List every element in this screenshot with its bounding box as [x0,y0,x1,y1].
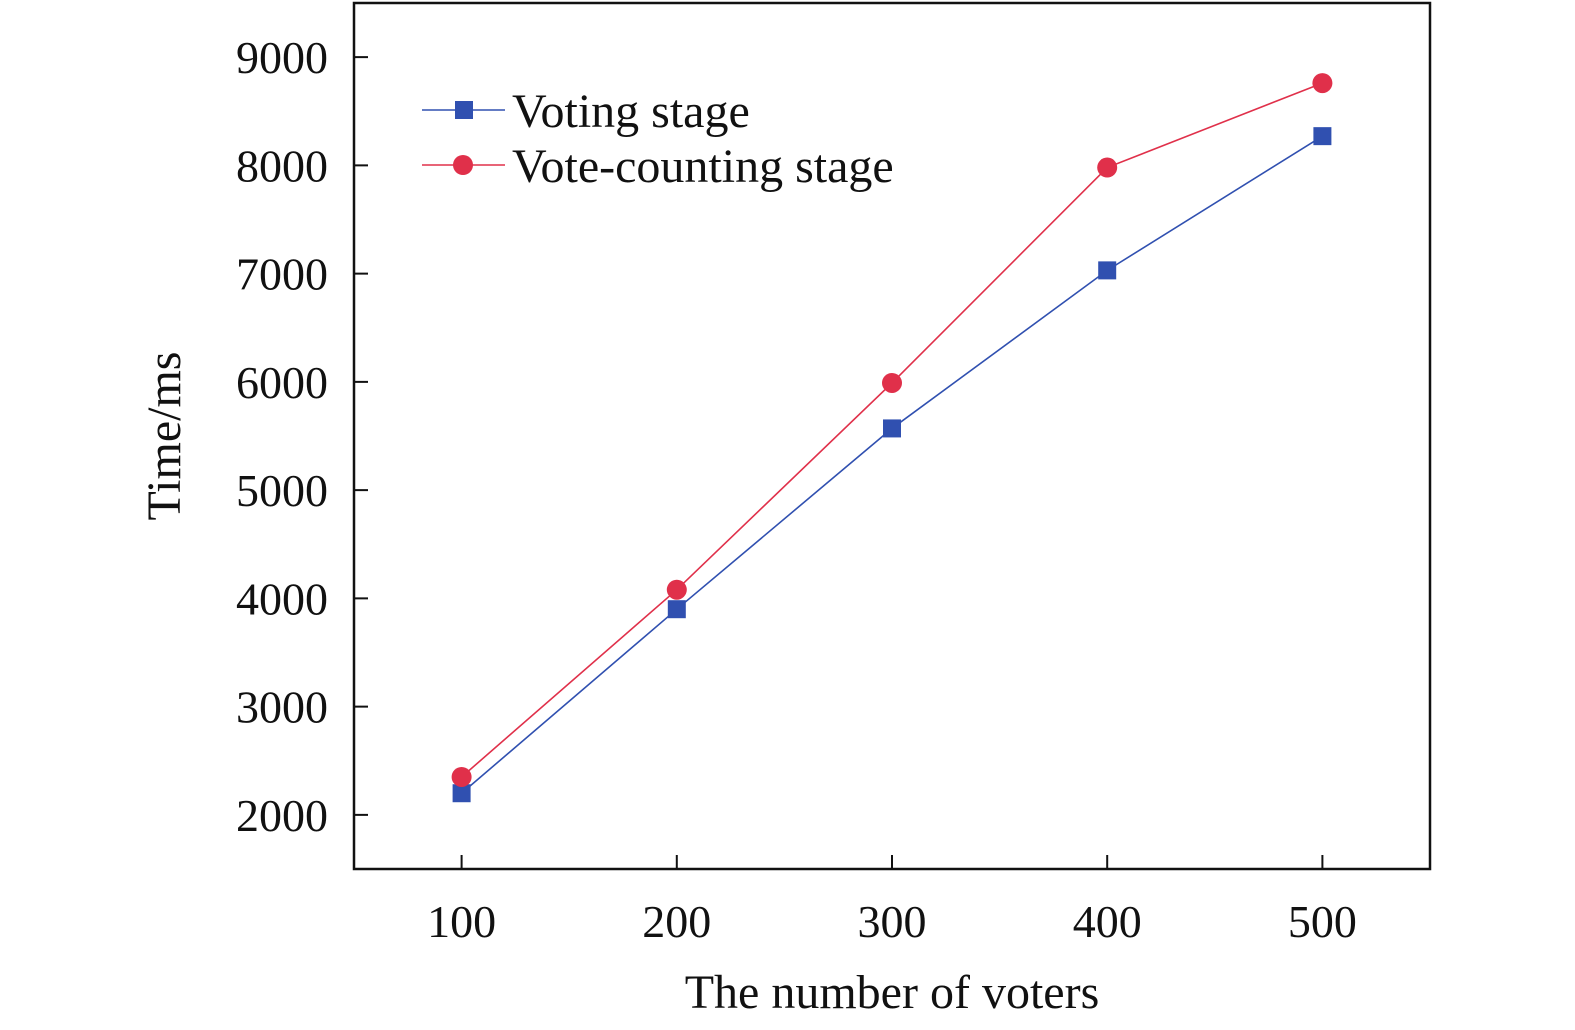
legend-marker-voting [455,101,473,119]
x-axis-title: The number of voters [685,966,1100,1019]
series-layer [451,73,1333,803]
x-tick-label: 200 [642,896,711,947]
x-tick-label: 100 [427,896,496,947]
data-point-vote-counting [882,372,902,393]
data-point-vote-counting [451,766,472,787]
data-point-voting [1098,261,1117,280]
y-axis: 2000 3000 4000 5000 6000 7000 8000 9000 [236,32,368,841]
x-tick-label: 400 [1073,896,1142,947]
legend-item-voting: Voting stage [422,85,750,138]
legend-label-vote-counting: Vote-counting stage [512,140,894,193]
data-point-voting [883,419,901,438]
data-point-voting [452,784,471,803]
data-point-voting [1313,127,1332,146]
y-tick-label: 4000 [236,573,328,624]
data-point-voting [667,600,686,619]
x-axis: 100 200 300 400 500 [427,855,1357,947]
y-tick-label: 5000 [236,465,328,516]
legend: Voting stage Vote-counting stage [422,85,894,193]
y-tick-label: 2000 [236,790,328,841]
y-tick-label: 7000 [236,249,328,300]
y-axis-title: Time/ms [138,352,191,521]
series-line-voting [461,135,1323,794]
legend-item-vote-counting: Vote-counting stage [422,140,894,193]
x-tick-label: 300 [858,896,927,947]
data-point-vote-counting [1097,157,1118,178]
legend-label-voting: Voting stage [512,85,750,138]
y-tick-label: 8000 [236,140,328,191]
data-point-vote-counting [666,579,687,600]
y-tick-label: 9000 [236,32,328,83]
y-tick-label: 3000 [236,682,328,733]
data-point-vote-counting [1312,73,1333,94]
legend-marker-vote-counting [453,155,473,175]
x-tick-label: 500 [1288,896,1357,947]
y-tick-label: 6000 [236,357,328,408]
